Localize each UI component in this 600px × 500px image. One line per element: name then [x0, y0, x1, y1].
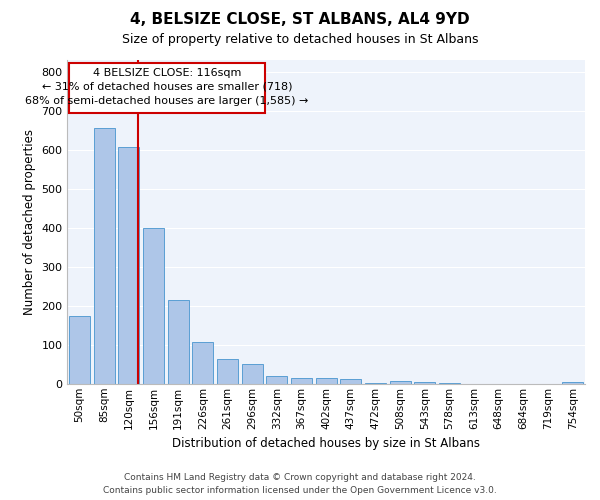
Text: 68% of semi-detached houses are larger (1,585) →: 68% of semi-detached houses are larger (… — [25, 96, 308, 106]
Bar — [118, 146, 139, 384]
Bar — [242, 364, 263, 384]
Bar — [291, 378, 312, 384]
Bar — [217, 359, 238, 384]
Bar — [69, 63, 265, 112]
Bar — [316, 378, 337, 384]
Y-axis label: Number of detached properties: Number of detached properties — [23, 129, 36, 315]
Bar — [389, 381, 410, 384]
Bar — [340, 379, 361, 384]
Text: ← 31% of detached houses are smaller (718): ← 31% of detached houses are smaller (71… — [41, 82, 292, 92]
Bar — [94, 128, 115, 384]
Bar — [193, 342, 214, 384]
Bar — [562, 382, 583, 384]
Text: 4 BELSIZE CLOSE: 116sqm: 4 BELSIZE CLOSE: 116sqm — [92, 68, 241, 78]
Text: Contains HM Land Registry data © Crown copyright and database right 2024.
Contai: Contains HM Land Registry data © Crown c… — [103, 474, 497, 495]
Bar — [143, 228, 164, 384]
Bar — [168, 300, 189, 384]
Bar — [414, 382, 435, 384]
Bar — [69, 316, 90, 384]
X-axis label: Distribution of detached houses by size in St Albans: Distribution of detached houses by size … — [172, 437, 480, 450]
Text: 4, BELSIZE CLOSE, ST ALBANS, AL4 9YD: 4, BELSIZE CLOSE, ST ALBANS, AL4 9YD — [130, 12, 470, 28]
Bar — [266, 376, 287, 384]
Text: Size of property relative to detached houses in St Albans: Size of property relative to detached ho… — [122, 32, 478, 46]
